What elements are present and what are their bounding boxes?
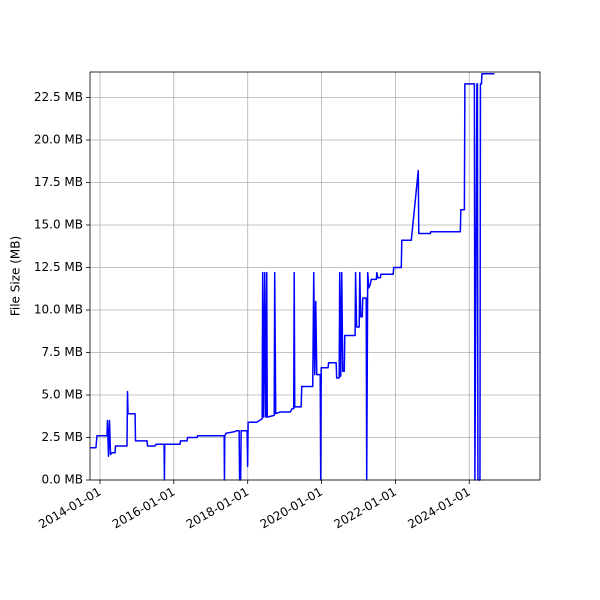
y-tick-label: 7.5 MB bbox=[42, 345, 83, 359]
y-tick-label: 5.0 MB bbox=[42, 388, 83, 402]
plot-frame bbox=[89, 71, 541, 481]
y-tick-label: 2.5 MB bbox=[42, 430, 83, 444]
y-tick-label: 20.0 MB bbox=[34, 133, 83, 147]
y-tick-label: 12.5 MB bbox=[34, 260, 83, 274]
y-tick-label: 15.0 MB bbox=[34, 218, 83, 232]
y-axis-label: File Size (MB) bbox=[9, 236, 23, 316]
y-tick-label: 17.5 MB bbox=[34, 175, 83, 189]
y-tick-label: 10.0 MB bbox=[34, 303, 83, 317]
y-tick-label: 0.0 MB bbox=[42, 473, 83, 487]
y-tick-label: 22.5 MB bbox=[34, 90, 83, 104]
data-line bbox=[90, 72, 495, 481]
